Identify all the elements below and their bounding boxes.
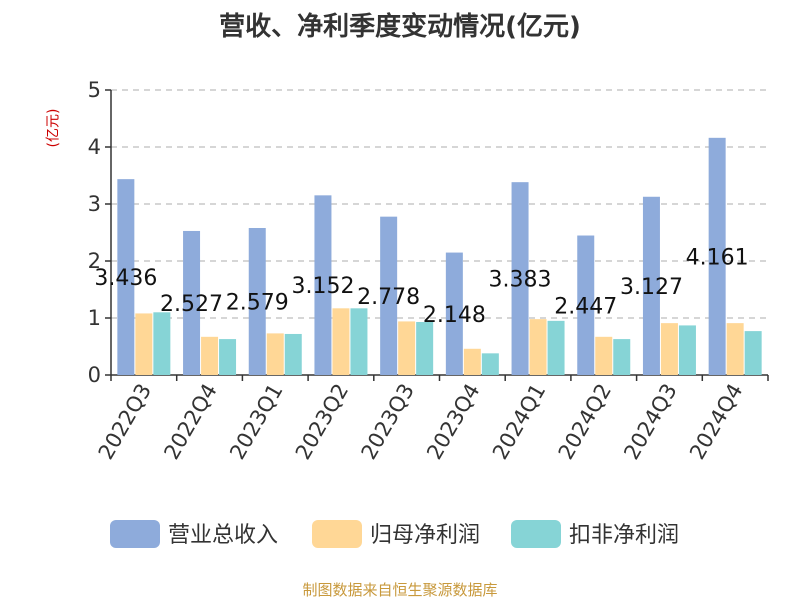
bar-revenue: [511, 182, 529, 375]
x-tick-label: 2024Q4: [685, 380, 747, 464]
bar-deducted-profit: [547, 320, 565, 375]
x-tick-label: 2023Q4: [422, 379, 484, 463]
bar-revenue: [445, 252, 463, 375]
legend-swatch: [312, 520, 362, 548]
bar-deducted-profit: [350, 308, 368, 375]
bar-deducted-profit: [744, 331, 762, 375]
bar-deducted-profit: [481, 353, 499, 375]
bar-revenue: [183, 230, 201, 375]
bar-deducted-profit: [416, 321, 434, 375]
x-tick-label: 2024Q3: [619, 380, 681, 464]
x-tick-label: 2024Q2: [554, 380, 616, 464]
data-label: 2.148: [423, 303, 486, 328]
bar-revenue: [708, 137, 726, 375]
bar-net-profit: [332, 308, 350, 375]
bar-net-profit: [660, 323, 678, 375]
x-tick-label: 2023Q3: [357, 380, 419, 464]
legend-swatch: [110, 520, 160, 548]
x-tick-label: 2023Q2: [291, 380, 353, 464]
bar-deducted-profit: [284, 333, 302, 375]
data-label: 2.447: [554, 294, 617, 319]
y-tick-label: 1: [88, 306, 101, 330]
data-source-note: 制图数据来自恒生聚源数据库: [302, 581, 498, 599]
bar-revenue: [642, 196, 660, 375]
data-label: 4.161: [686, 245, 749, 270]
data-label: 2.527: [160, 292, 223, 317]
y-tick-label: 4: [88, 135, 101, 159]
bar-deducted-profit: [678, 325, 696, 375]
x-tick-label: 2022Q3: [94, 380, 156, 464]
bar-deducted-profit: [153, 312, 171, 375]
bar-net-profit: [398, 321, 416, 375]
bar-net-profit: [135, 313, 153, 375]
legend-label: 归母净利润: [370, 523, 480, 548]
y-tick-label: 0: [88, 363, 101, 387]
bar-net-profit: [726, 323, 744, 375]
data-label: 3.152: [291, 274, 354, 299]
bar-revenue: [117, 179, 135, 375]
legend-label: 营业总收入: [168, 523, 278, 548]
x-tick-label: 2023Q1: [225, 380, 287, 464]
bar-net-profit: [201, 336, 219, 375]
bar-revenue: [248, 227, 266, 375]
bar-revenue: [577, 235, 595, 375]
bar-revenue: [314, 195, 332, 375]
bar-net-profit: [529, 319, 547, 375]
bar-net-profit: [595, 336, 613, 375]
y-tick-label: 2: [88, 249, 101, 273]
bar-deducted-profit: [219, 339, 237, 375]
x-tick-label: 2022Q4: [159, 380, 221, 464]
y-tick-label: 3: [88, 192, 101, 216]
y-tick-label: 5: [88, 78, 101, 102]
chart-title: 营收、净利季度变动情况(亿元): [219, 12, 581, 42]
data-label: 2.778: [357, 285, 420, 310]
data-label: 3.436: [94, 266, 157, 291]
legend-swatch: [511, 520, 561, 548]
bar-revenue: [380, 216, 398, 375]
data-label: 3.127: [620, 275, 683, 300]
bar-deducted-profit: [613, 339, 631, 375]
x-tick-label: 2024Q1: [488, 380, 550, 464]
bar-net-profit: [463, 348, 481, 375]
bar-net-profit: [266, 333, 284, 375]
data-label: 3.383: [489, 268, 552, 293]
data-label: 2.579: [226, 290, 289, 315]
legend-label: 扣非净利润: [569, 523, 679, 548]
